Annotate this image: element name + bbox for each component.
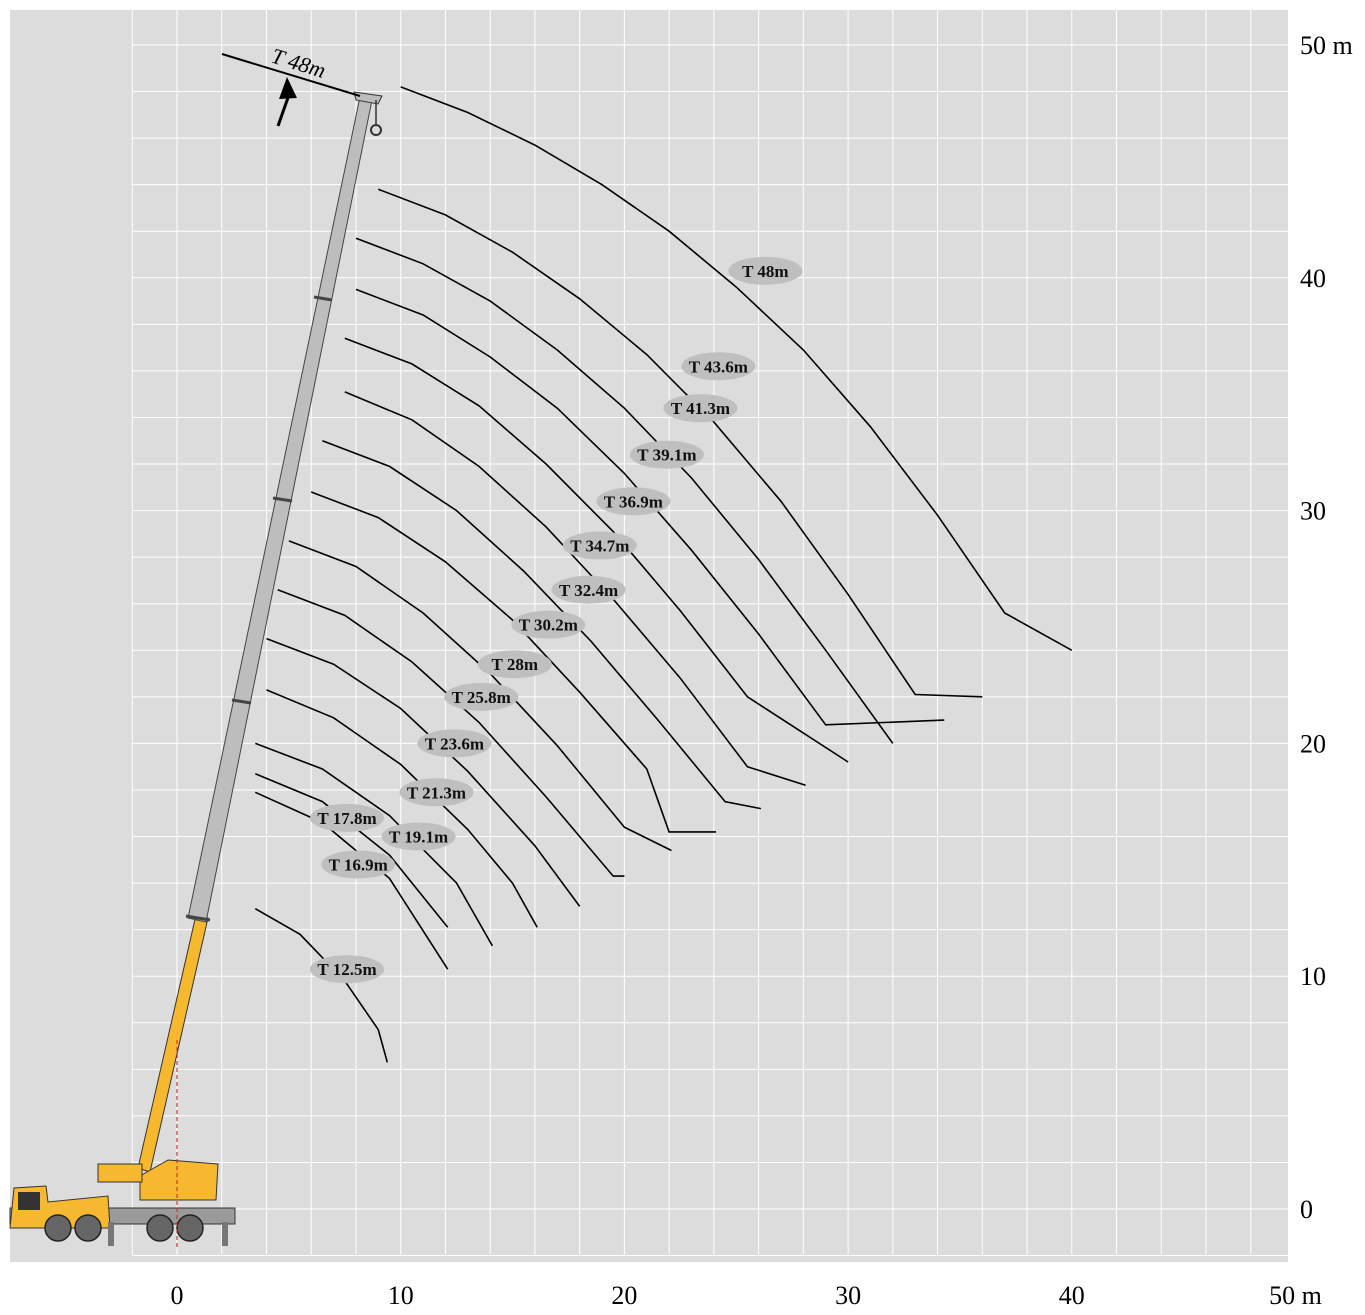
range-label-text: T 25.8m — [452, 688, 511, 707]
range-curve — [277, 589, 625, 877]
range-label: T 30.2m — [511, 610, 586, 639]
range-curve — [322, 440, 762, 810]
range-label: T 43.6m — [681, 352, 756, 381]
axis-ticks: 0 10 20 30 40 50 m 0 10 20 30 40 50 m — [171, 31, 1353, 1310]
range-label-bubble — [663, 394, 738, 423]
boom-joint — [313, 295, 333, 302]
crane-truck — [9, 1040, 236, 1250]
range-curve — [255, 742, 494, 947]
range-label-bubble — [381, 822, 456, 851]
range-label-bubble — [417, 729, 492, 758]
range-label-text: T 17.8m — [317, 809, 376, 828]
range-label-text: T 21.3m — [407, 783, 466, 802]
range-label: T 25.8m — [444, 682, 519, 711]
outrigger — [222, 1222, 228, 1246]
range-label: T 36.9m — [596, 487, 671, 516]
range-label-text: T 28m — [492, 655, 538, 674]
boom-joint — [231, 698, 252, 705]
boom-base-section — [137, 914, 209, 1173]
range-label-bubble — [596, 487, 671, 516]
range-label-bubble — [511, 610, 586, 639]
y-tick-label: 50 m — [1300, 31, 1353, 60]
range-curve — [310, 491, 717, 833]
x-tick-label: 0 — [171, 1281, 184, 1310]
range-label-bubble — [551, 575, 626, 604]
wheel — [146, 1214, 174, 1242]
range-curve — [355, 237, 894, 744]
x-tick-label: 20 — [611, 1281, 637, 1310]
y-tick-label: 10 — [1300, 962, 1326, 991]
range-label: T 23.6m — [417, 729, 492, 758]
range-label: T 21.3m — [399, 778, 474, 807]
range-label-bubble — [681, 352, 756, 381]
range-curve — [344, 391, 806, 787]
wheel — [44, 1214, 72, 1242]
counterweight — [97, 1163, 143, 1183]
range-label-text: T 48m — [742, 262, 788, 281]
range-label-text: T 39.1m — [637, 446, 696, 465]
y-tick-label: 40 — [1300, 264, 1326, 293]
range-label: T 28m — [477, 650, 552, 679]
range-labels: T 48m T 43.6m T 41.3m T 39.1m T 36.9m T 34.7m… — [310, 256, 803, 984]
range-label-bubble — [444, 682, 519, 711]
range-label-bubble — [629, 440, 704, 469]
range-label-text: T 19.1m — [389, 828, 448, 847]
range-label: T 34.7m — [562, 531, 637, 560]
range-label: T 32.4m — [551, 575, 626, 604]
range-label: T 39.1m — [629, 440, 704, 469]
range-curves — [254, 86, 1073, 1063]
boom-joint — [272, 496, 293, 503]
range-label-bubble — [477, 650, 552, 679]
range-label-bubble — [562, 531, 637, 560]
range-label-bubble — [321, 850, 396, 879]
range-label-text: T 30.2m — [519, 616, 578, 635]
hook-icon — [370, 124, 382, 136]
range-curve — [344, 337, 849, 763]
x-tick-label: 50 m — [1269, 1281, 1322, 1310]
range-label: T 41.3m — [663, 394, 738, 423]
range-label-bubble — [728, 256, 803, 285]
grid — [131, 3, 1288, 1257]
range-label: T 17.8m — [310, 803, 385, 832]
boom-head — [353, 91, 383, 105]
range-label: T 16.9m — [321, 850, 396, 879]
range-curve — [378, 188, 983, 698]
range-label-text: T 36.9m — [604, 492, 663, 511]
x-tick-label: 10 — [388, 1281, 414, 1310]
cab-window — [18, 1192, 40, 1210]
arrow-head-icon — [279, 77, 297, 99]
x-tick-label: 30 — [835, 1281, 861, 1310]
range-label-bubble — [399, 778, 474, 807]
range-label-text: T 41.3m — [671, 399, 730, 418]
range-label-text: T 43.6m — [689, 357, 748, 376]
range-label-bubble — [310, 803, 385, 832]
outrigger — [108, 1222, 114, 1246]
plot-background — [10, 10, 1288, 1262]
wheel — [74, 1214, 102, 1242]
crane-boom — [137, 91, 383, 1173]
boom-extension-line — [221, 53, 361, 97]
y-tick-label: 20 — [1300, 729, 1326, 758]
range-label-text: T 23.6m — [425, 734, 484, 753]
range-curve — [400, 86, 1073, 651]
range-label: T 48m — [728, 256, 803, 285]
x-tick-label: 40 — [1059, 1281, 1085, 1310]
y-tick-label: 30 — [1300, 497, 1326, 526]
range-label: T 19.1m — [381, 822, 456, 851]
range-label-text: T 16.9m — [329, 855, 388, 874]
boom-joint — [185, 914, 211, 922]
y-tick-label: 0 — [1300, 1195, 1313, 1224]
range-label-text: T 34.7m — [570, 537, 629, 556]
range-curve — [355, 288, 945, 726]
range-label-bubble — [310, 955, 385, 984]
range-label-text: T 32.4m — [559, 581, 618, 600]
range-label: T 12.5m — [310, 955, 385, 984]
wheel — [176, 1214, 204, 1242]
range-label-text: T 12.5m — [317, 960, 376, 979]
